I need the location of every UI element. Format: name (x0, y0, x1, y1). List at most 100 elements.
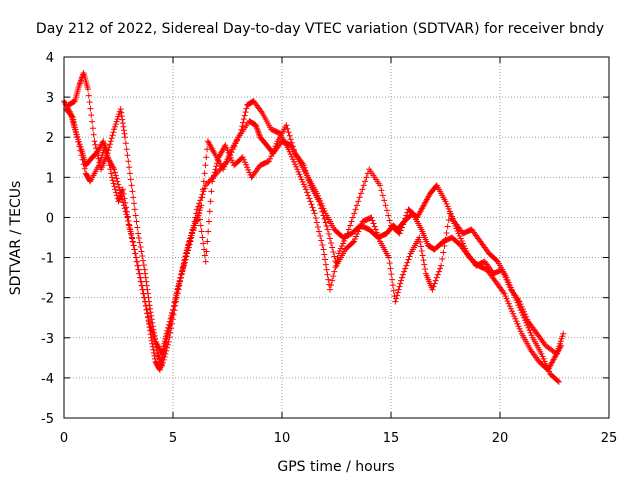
data-point (445, 216, 452, 223)
data-point (504, 298, 511, 305)
data-point (397, 280, 404, 287)
data-point (500, 269, 507, 276)
data-point (120, 190, 127, 197)
data-point (244, 164, 251, 171)
data-point (71, 98, 78, 105)
data-point (294, 166, 301, 173)
data-point (538, 350, 545, 357)
data-point (130, 194, 137, 201)
data-point (224, 147, 231, 154)
data-point (398, 224, 405, 231)
data-point (502, 293, 509, 300)
data-point (381, 197, 388, 204)
data-point (442, 236, 449, 243)
data-point (301, 164, 308, 171)
data-point (123, 208, 130, 215)
data-point (131, 246, 138, 253)
data-point (76, 143, 83, 150)
data-point (223, 158, 230, 165)
data-point (503, 295, 510, 302)
data-point (171, 299, 178, 306)
data-point (351, 210, 358, 217)
data-point (140, 257, 147, 264)
data-point (444, 223, 451, 230)
data-point (113, 118, 120, 125)
data-point (322, 256, 329, 263)
data-point (445, 205, 452, 212)
data-point (317, 201, 324, 208)
data-points (61, 70, 567, 385)
data-point (186, 238, 193, 245)
data-point (518, 303, 525, 310)
data-point (89, 118, 96, 125)
data-point (146, 318, 153, 325)
data-point (406, 253, 413, 260)
data-point (116, 108, 123, 115)
data-point (389, 282, 396, 289)
data-point (106, 162, 113, 169)
data-point (88, 112, 95, 119)
data-point (159, 350, 166, 357)
data-point (454, 227, 461, 234)
data-point (341, 238, 348, 245)
data-point (134, 224, 141, 231)
data-point (128, 234, 135, 241)
data-point (92, 141, 99, 148)
data-point (84, 86, 91, 93)
data-point (91, 138, 98, 145)
data-point (356, 225, 363, 232)
data-point (323, 266, 330, 273)
data-point (131, 206, 138, 213)
data-point (239, 154, 246, 161)
data-point (150, 331, 157, 338)
data-point (439, 256, 446, 263)
data-point (151, 336, 158, 343)
data-point (205, 228, 212, 235)
data-point (125, 217, 132, 224)
data-point (96, 159, 103, 166)
data-point (290, 146, 297, 153)
data-point (149, 340, 156, 347)
data-point (363, 174, 370, 181)
data-point (443, 229, 450, 236)
data-point (318, 205, 325, 212)
data-point (124, 213, 131, 220)
data-point (127, 176, 134, 183)
data-point (172, 296, 179, 303)
data-point (199, 186, 206, 193)
data-point (132, 254, 139, 261)
data-point (142, 274, 149, 281)
data-point (306, 195, 313, 202)
data-point (227, 154, 234, 161)
data-point (182, 254, 189, 261)
data-point (176, 278, 183, 285)
data-point (319, 242, 326, 249)
data-point (134, 262, 141, 269)
data-point (107, 141, 114, 148)
data-point (198, 228, 205, 235)
data-point (225, 149, 232, 156)
data-point (68, 113, 75, 120)
data-point (203, 154, 210, 161)
data-point (135, 235, 142, 242)
data-point (160, 345, 167, 352)
data-point (93, 145, 100, 152)
data-point (311, 210, 318, 217)
data-point (370, 220, 377, 227)
data-point (401, 218, 408, 225)
data-point (382, 202, 389, 209)
data-point (321, 251, 328, 258)
data-point (197, 204, 204, 211)
data-point (328, 240, 335, 247)
data-point (458, 238, 465, 245)
data-point (124, 152, 131, 159)
data-point (162, 333, 169, 340)
data-point (245, 166, 252, 173)
data-point (326, 235, 333, 242)
data-point (69, 114, 76, 121)
data-point (554, 377, 561, 384)
data-point (321, 215, 328, 222)
data-point (388, 271, 395, 278)
data-point (515, 323, 522, 330)
data-point (357, 223, 364, 230)
